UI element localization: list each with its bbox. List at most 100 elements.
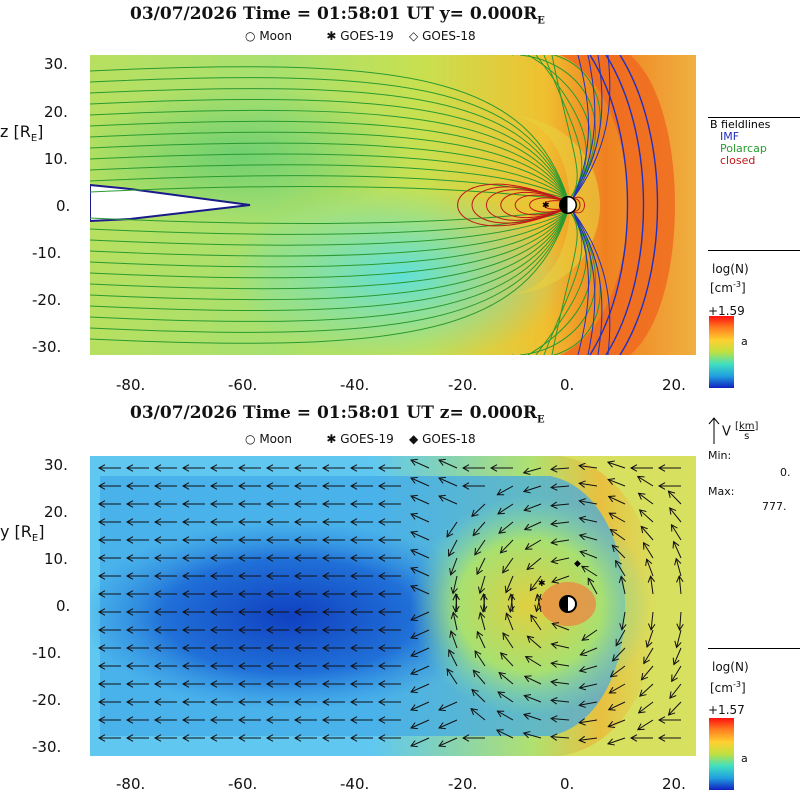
velocity-vector [125,716,149,724]
velocity-vector [578,515,598,524]
top-x-tick: -40. [340,376,370,394]
velocity-vector [377,716,401,724]
top-y-tick: -30. [32,338,62,356]
velocity-vector [349,464,373,472]
top-y-tick: 20. [44,103,68,121]
velocity-label: V [km] s [722,421,759,442]
velocity-vector [265,590,289,598]
velocity-vector [639,683,654,697]
velocity-vector [499,539,514,554]
velocity-vector [438,458,458,469]
velocity-max-label: Max: [708,485,735,498]
velocity-vector [377,536,401,544]
velocity-vector [237,662,261,670]
velocity-vector [495,729,514,739]
velocity-vector [578,462,598,471]
velocity-vector [672,540,682,559]
velocity-vector [293,500,317,508]
top-colorbar [709,316,734,388]
velocity-vector [607,478,626,487]
top-y-tick: 10. [44,150,68,168]
bottom-colorbar-separator [708,648,800,649]
velocity-vector [497,691,514,703]
velocity-vector [636,719,654,731]
velocity-vector [153,554,177,562]
top-x-tick: -80. [116,376,146,394]
velocity-vector [237,608,261,616]
velocity-vector [97,518,121,526]
moon-marker-icon: ○ [245,29,256,43]
bottom-x-tick: -60. [228,775,258,793]
velocity-vector [674,629,682,649]
imf-fieldline [571,55,603,201]
velocity-vector [125,572,149,580]
top-colorbar-separator [708,250,800,251]
velocity-vector [670,523,682,541]
imf-fieldline [571,55,611,201]
velocity-vector [125,536,149,544]
velocity-vector [237,698,261,706]
velocity-vector [265,734,289,742]
velocity-vector [410,665,430,676]
velocity-vector [438,719,458,730]
velocity-vector [498,671,514,685]
polarcap-fieldline [90,88,569,200]
velocity-vector [438,701,458,712]
velocity-vector [674,557,682,577]
imf-fieldline [571,209,603,355]
closed-fieldline [500,192,569,218]
velocity-vector [293,644,317,652]
velocity-vector [522,731,542,739]
tail-wedge [90,183,251,223]
velocity-vector [410,701,430,712]
velocity-arrow-icon [708,417,720,444]
velocity-vector [97,716,121,724]
velocity-vector [489,464,513,472]
velocity-vector [293,590,317,598]
velocity-vector [611,544,626,559]
velocity-vector [452,593,460,613]
bottom-y-tick: 0. [56,597,71,615]
imf-fieldline [571,55,596,201]
velocity-vector [265,644,289,652]
velocity-vector [410,494,430,505]
velocity-vector [181,716,205,724]
velocity-vector [377,680,401,688]
velocity-vector [550,519,570,528]
velocity-vector [551,575,570,584]
velocity-vector [550,501,570,509]
velocity-vector [629,734,653,742]
velocity-vector [676,575,684,595]
velocity-vector [321,662,345,670]
velocity-vector [461,464,485,472]
velocity-vector [449,630,458,649]
legend-polarcap: Polarcap [720,142,767,155]
velocity-vector [446,521,458,538]
velocity-vector [209,608,233,616]
velocity-vector [125,554,149,562]
velocity-vector [607,701,626,711]
velocity-vector [611,647,626,662]
velocity-vector [377,482,401,490]
velocity-vector [523,694,542,703]
velocity-legend [707,416,721,450]
velocity-vector [377,590,401,598]
velocity-vector [609,528,626,541]
velocity-vector [237,482,261,490]
velocity-vector [349,734,373,742]
velocity-vector [209,626,233,634]
velocity-vector [642,541,654,559]
velocity-vector [377,662,401,670]
velocity-vector [153,608,177,616]
velocity-vector [522,712,542,721]
velocity-vector [550,678,570,687]
velocity-vector [618,575,627,595]
velocity-vector [321,518,345,526]
velocity-vector [587,577,598,595]
imf-fieldline [571,209,611,355]
velocity-vector [237,554,261,562]
velocity-vector [293,464,317,472]
velocity-vector [237,572,261,580]
velocity-vector [480,593,488,613]
top-colorbar-unit: [cm-3] [710,280,746,295]
